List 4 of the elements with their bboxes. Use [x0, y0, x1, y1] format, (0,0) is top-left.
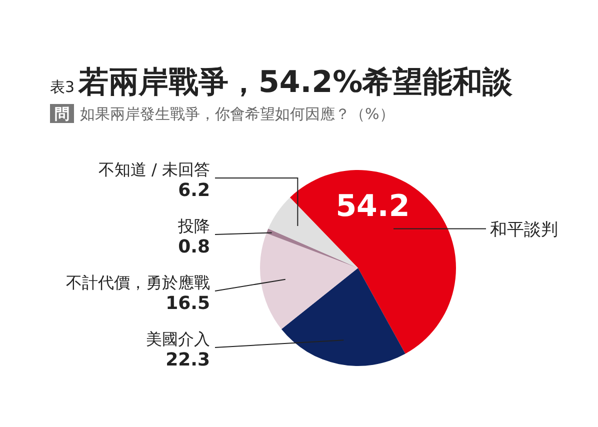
subtitle: 如果兩岸發生戰爭，你會希望如何因應？（%） [80, 105, 394, 123]
title: 若兩岸戰爭，54.2%希望能和談 [78, 65, 513, 100]
annotation: 問 [50, 104, 74, 123]
annotation: 表3 [50, 78, 75, 96]
